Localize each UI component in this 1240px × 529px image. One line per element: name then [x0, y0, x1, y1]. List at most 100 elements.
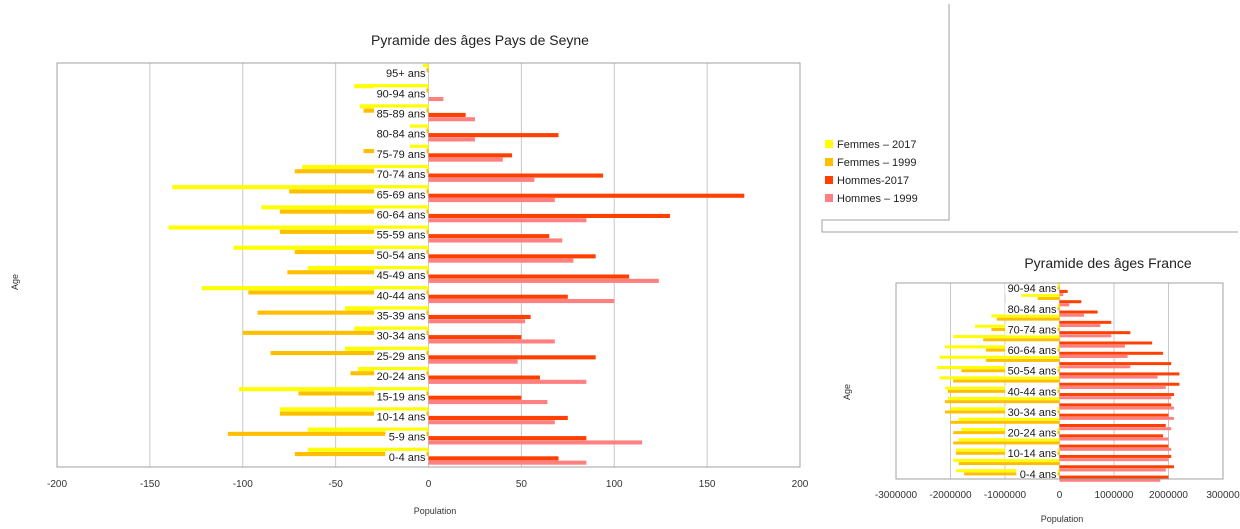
plot-frame [56, 62, 801, 468]
category-label-bg [374, 269, 427, 282]
bar-hommes-2017 [1059, 320, 1112, 324]
category-label: 65-69 ans [377, 189, 426, 201]
bar-femmes-2017 [1021, 293, 1060, 297]
bar-femmes-1999 [964, 472, 1060, 476]
x-tick-label: -2000000 [929, 490, 972, 501]
bar-hommes-1999 [1059, 447, 1172, 451]
category-label: 10-14 ans [377, 412, 426, 424]
bar-hommes-1999 [428, 218, 587, 223]
category-label-bg [374, 248, 427, 261]
category-label: 40-44 ans [1008, 386, 1057, 398]
bar-hommes-1999 [428, 299, 615, 304]
bar-femmes-2017 [955, 469, 1060, 473]
x-axis-title: Population [414, 506, 457, 516]
bar-femmes-1999 [947, 389, 1060, 393]
x-tick-label: -50 [328, 479, 343, 490]
category-label-bg [374, 370, 427, 383]
bar-hommes-1999 [1059, 324, 1101, 328]
chart-title-france: Pyramide des âges France [1024, 255, 1192, 271]
bar-femmes-2017 [950, 407, 1060, 411]
bar-hommes-2017 [1059, 362, 1172, 366]
bar-femmes-2017 [233, 245, 429, 250]
category-label: 0-4 ans [389, 452, 426, 464]
bar-femmes-1999 [298, 391, 429, 396]
bar-hommes-2017 [1059, 465, 1174, 469]
bar-hommes-1999 [428, 258, 574, 263]
category-label-bg [374, 329, 427, 342]
bar-hommes-1999 [428, 359, 518, 364]
bar-hommes-1999 [1059, 293, 1064, 297]
category-label: 75-79 ans [377, 149, 426, 161]
bar-hommes-2017 [428, 355, 596, 360]
bar-hommes-2017 [428, 294, 568, 299]
bar-hommes-2017 [1059, 424, 1166, 428]
category-label-bg [374, 309, 427, 322]
bar-femmes-1999 [945, 400, 1060, 404]
bar-hommes-1999 [1059, 396, 1172, 400]
legend-label: Femmes – 1999 [837, 157, 916, 169]
category-label-bg [374, 127, 427, 140]
x-tick-label: -200 [47, 479, 67, 490]
bar-hommes-1999 [428, 420, 555, 425]
bar-femmes-2017 [945, 345, 1060, 349]
bar-femmes-1999 [294, 250, 429, 255]
bar-hommes-1999 [1059, 375, 1158, 379]
category-label-bg [385, 430, 427, 443]
bar-femmes-1999 [257, 310, 429, 315]
bar-femmes-1999 [950, 420, 1060, 424]
bar-hommes-2017 [1059, 289, 1068, 293]
bar-hommes-1999 [1059, 468, 1166, 472]
bar-femmes-1999 [279, 229, 429, 234]
category-label: 10-14 ans [1008, 448, 1057, 460]
bar-femmes-2017 [344, 306, 429, 311]
legend-swatch [825, 158, 833, 166]
bar-hommes-2017 [1059, 331, 1131, 335]
bar-femmes-1999 [424, 68, 429, 73]
bar-hommes-1999 [1059, 458, 1169, 462]
legend-swatch [825, 194, 833, 202]
legend-swatch [825, 140, 833, 148]
bar-femmes-2017 [279, 407, 429, 412]
bar-hommes-2017 [1059, 413, 1169, 417]
x-tick-label: 50 [516, 479, 528, 490]
category-label-bg [374, 87, 427, 100]
bar-femmes-1999 [294, 169, 429, 174]
category-label-bg [374, 188, 427, 201]
bar-femmes-1999 [983, 338, 1060, 342]
bar-hommes-2017 [1059, 444, 1169, 448]
bar-femmes-2017 [344, 346, 429, 351]
x-tick-label: -1000000 [984, 490, 1027, 501]
bar-hommes-1999 [1059, 365, 1131, 369]
bar-femmes-2017 [201, 286, 429, 291]
bar-hommes-1999 [1059, 313, 1085, 317]
category-label: 70-74 ans [1008, 324, 1057, 336]
bar-hommes-2017 [428, 254, 596, 259]
category-label-bg [374, 168, 427, 181]
bar-hommes-2017 [428, 274, 630, 279]
bar-hommes-2017 [1059, 403, 1172, 407]
bar-hommes-2017 [428, 213, 670, 218]
bar-femmes-1999 [279, 411, 429, 416]
category-label: 80-84 ans [377, 129, 426, 141]
category-label-bg [374, 289, 427, 302]
category-label: 55-59 ans [377, 230, 426, 242]
bar-femmes-2017 [302, 164, 429, 169]
bar-hommes-1999 [428, 460, 587, 465]
bar-hommes-2017 [1059, 372, 1180, 376]
plot-frame-france [895, 282, 1224, 480]
category-label-bg [1005, 344, 1058, 357]
bar-femmes-2017 [354, 326, 429, 331]
bar-hommes-2017 [428, 395, 522, 400]
category-label-bg [1005, 447, 1058, 460]
bar-femmes-2017 [307, 265, 429, 270]
chart-title: Pyramide des âges Pays de Seyne [371, 32, 589, 48]
bar-femmes-2017 [359, 104, 429, 109]
bar-hommes-2017 [428, 234, 550, 239]
bar-hommes-2017 [1059, 382, 1180, 386]
category-label: 20-24 ans [377, 371, 426, 383]
bar-femmes-2017 [357, 366, 429, 371]
bar-hommes-1999 [428, 198, 555, 203]
bar-hommes-2017 [1059, 454, 1172, 458]
x-tick-label: 200 [792, 479, 809, 490]
